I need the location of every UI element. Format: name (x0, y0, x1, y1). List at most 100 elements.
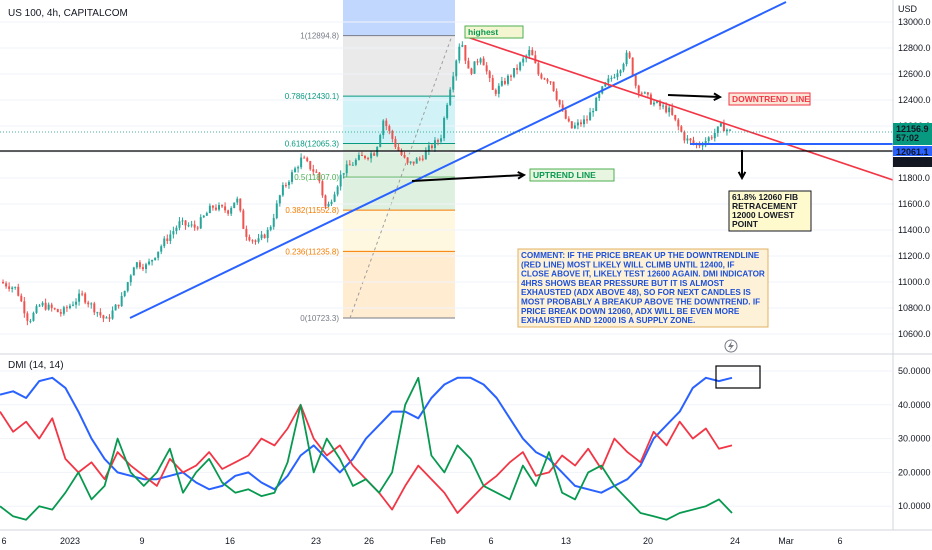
candle-body (716, 126, 719, 133)
candle-body (123, 290, 126, 296)
fib-arrow-head (737, 171, 747, 181)
time-axis[interactable]: 6 2023 9 16 23 26 Feb 6 13 20 24 Mar 6 (0, 529, 932, 546)
trendlines[interactable] (0, 1, 894, 319)
dmi-pane[interactable]: 10.0000 20.0000 30.0000 40.0000 50.0000 DMI … (0, 360, 931, 521)
fib-note-line: RETRACEMENT (732, 201, 798, 211)
candle-body (236, 198, 239, 203)
candle-body (339, 174, 342, 187)
downtrend-line[interactable] (466, 36, 894, 181)
candle-body (260, 234, 263, 239)
candle-body (17, 286, 20, 296)
candle-body (114, 304, 117, 311)
candle-body (583, 119, 585, 125)
time-tick-label: 6 (488, 536, 493, 546)
candle-body (458, 46, 461, 61)
candle-body (129, 275, 132, 283)
fib-note-box (728, 190, 812, 232)
candle-body (272, 218, 275, 227)
time-tick-label: 16 (225, 536, 235, 546)
candle-body (56, 309, 59, 313)
candle-body (160, 246, 163, 252)
comment-line: (RED LINE) MOST LIKELY WILL CLIMB UNTIL … (521, 260, 735, 269)
candle-body (248, 236, 251, 241)
candle-body (251, 240, 254, 242)
candle-body (652, 102, 655, 105)
candle-body (145, 264, 147, 270)
candle-body (163, 238, 166, 247)
candle-body (433, 140, 436, 149)
price-tick-label: 11600.0 (898, 199, 930, 209)
candle-body (610, 77, 613, 79)
dmi-series-line (0, 376, 733, 521)
uptrend-label: UPTREND LINE (533, 170, 596, 180)
fib-zone (343, 96, 455, 144)
candle-body (473, 61, 476, 74)
candle-body (385, 120, 388, 127)
candle-body (336, 186, 339, 195)
comment-line: 4HRS SHOWS BEAR PRESSURE BUT IT IS ALMOS… (521, 279, 724, 288)
time-tick-label: 2023 (60, 536, 80, 546)
candle-body (573, 125, 576, 129)
candle-body (552, 81, 555, 92)
candle-body (208, 205, 211, 214)
candle-body (449, 89, 452, 105)
candle-body (370, 153, 373, 159)
comment-line: PRICE BREAK DOWN 12060, ADX WILL BE EVEN… (521, 307, 740, 316)
candle-body (394, 138, 397, 148)
uptrend-line[interactable] (129, 1, 787, 319)
candle-body (713, 132, 716, 139)
candle-body (141, 267, 144, 270)
candle-body (233, 202, 236, 209)
candle-body (23, 301, 26, 314)
candle-body (211, 205, 214, 208)
candle-body (93, 303, 96, 313)
dmi-title: DMI (14, 14) (8, 360, 64, 371)
candle-body (154, 257, 157, 260)
candle-body (202, 215, 205, 218)
candle-body (373, 153, 376, 156)
candle-body (646, 92, 649, 95)
price-pane[interactable]: 1(12894.8) 0.786(12430.1) 0.618(12065.3) 0.… (0, 0, 894, 353)
candle-body (613, 77, 616, 79)
time-tick-label: 6 (1, 536, 6, 546)
candle-body (2, 282, 5, 284)
candle-body (297, 167, 300, 169)
candle-body (461, 45, 464, 47)
candle-body (668, 107, 671, 113)
comment-line: CLOSE ABOVE IT, LIKELY TEST 12600 AGAIN.… (521, 270, 765, 279)
time-tick-label: 13 (561, 536, 571, 546)
level-price-badge-bg (893, 157, 932, 167)
annotations[interactable]: highest DOWNTREND LINE UPTREND LINE 61.8% 1… (411, 25, 812, 353)
candle-body (357, 154, 360, 160)
fib-note-line: 12000 LOWEST (732, 210, 795, 220)
candle-body (558, 99, 561, 105)
dmi-tick-label: 10.0000 (898, 501, 931, 511)
downtrend-label-box (728, 92, 811, 106)
candle-body (309, 161, 312, 170)
candle-body (467, 60, 470, 69)
candle-body (81, 293, 84, 295)
dmi-tick-label: 30.0000 (898, 434, 931, 444)
candle-body (14, 286, 17, 288)
candle-body (5, 283, 8, 287)
candle-body (397, 147, 400, 151)
candle-body (406, 157, 409, 163)
fib-level-label: 0(10723.3) (300, 314, 339, 323)
candle-body (96, 312, 99, 314)
candle-body (227, 210, 230, 214)
candle-body (330, 201, 333, 204)
candle-body (616, 73, 619, 78)
downtrend-label: DOWNTREND LINE (732, 94, 810, 104)
fib-level-label: 0.382(11552.8) (285, 206, 339, 215)
fib-zone (343, 177, 455, 211)
candle-body (11, 287, 14, 289)
price-axis[interactable]: USD 13000.012800.012600.012400.012200.01… (892, 0, 932, 530)
candle-body (345, 164, 348, 174)
time-tick-label: 6 (837, 536, 842, 546)
candle-body (640, 93, 643, 95)
candle-body (291, 172, 293, 182)
candle-body (157, 251, 160, 258)
candle-body (351, 164, 354, 166)
candle-body (491, 78, 494, 90)
candle-body (151, 259, 154, 262)
